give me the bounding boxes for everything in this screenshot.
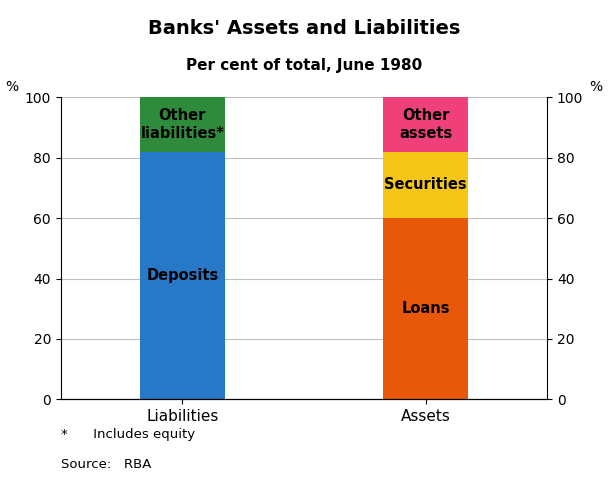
Text: Source:   RBA: Source: RBA — [61, 457, 151, 470]
Text: Per cent of total, June 1980: Per cent of total, June 1980 — [186, 58, 422, 74]
Text: %: % — [589, 80, 603, 94]
Text: Securities: Securities — [384, 177, 467, 192]
Text: %: % — [5, 80, 19, 94]
Text: Deposits: Deposits — [147, 268, 218, 283]
Bar — [383, 97, 468, 152]
Text: Banks' Assets and Liabilities: Banks' Assets and Liabilities — [148, 19, 460, 38]
Text: Other
liabilities*: Other liabilities* — [140, 109, 224, 141]
Text: Other
assets: Other assets — [399, 109, 452, 141]
Text: *      Includes equity: * Includes equity — [61, 428, 195, 441]
Text: Loans: Loans — [401, 301, 450, 316]
Bar — [383, 218, 468, 399]
Bar — [383, 152, 468, 218]
Bar — [140, 152, 225, 399]
Bar — [140, 97, 225, 152]
